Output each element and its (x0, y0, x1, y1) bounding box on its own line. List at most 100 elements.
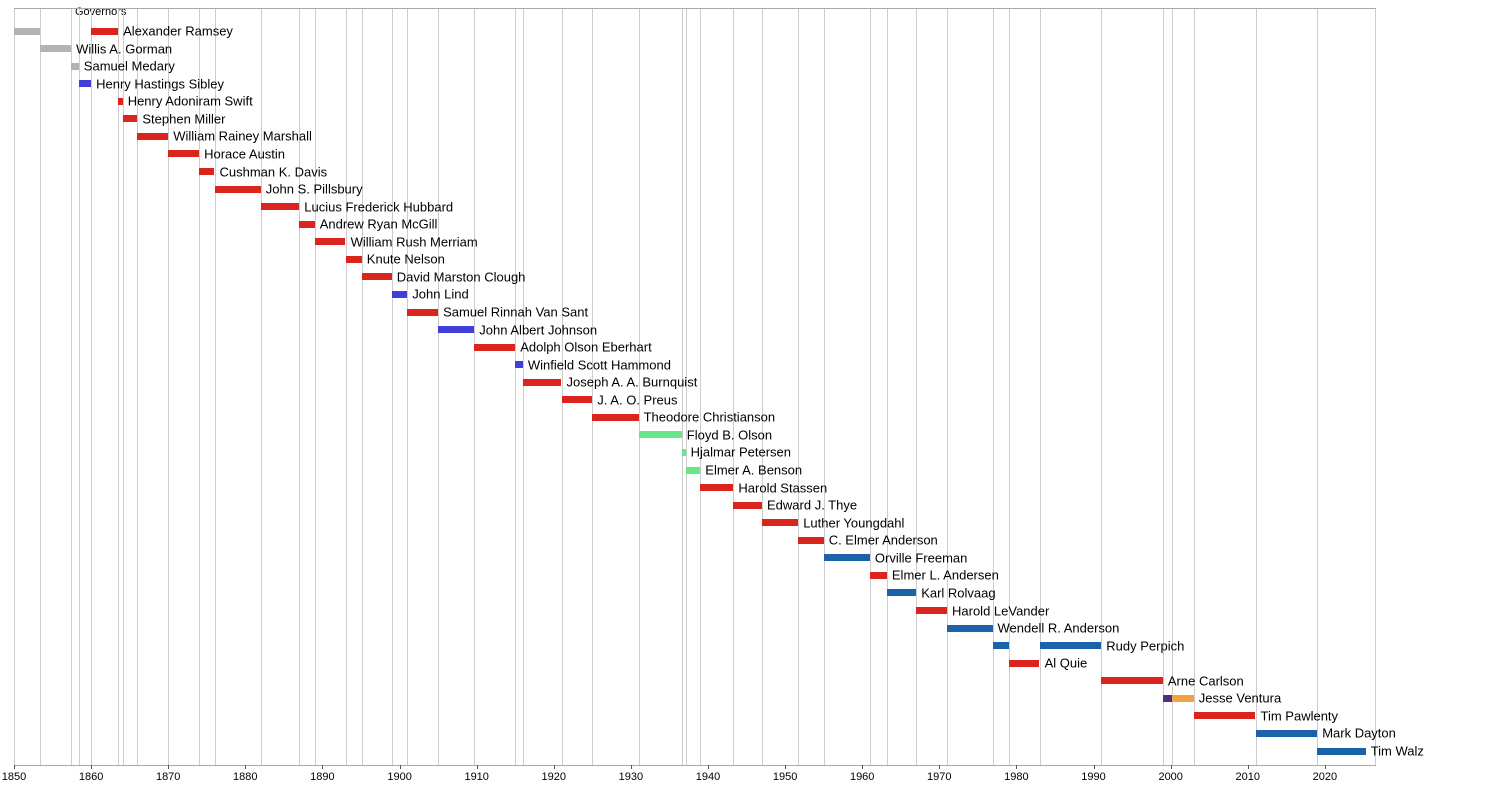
governor-label: Hjalmar Petersen (690, 444, 792, 460)
timeline-bar-farmer_labor (638, 431, 682, 439)
gridline (1172, 8, 1174, 765)
timeline-bar-republican (869, 571, 887, 579)
governor-label: John S. Pillsbury (265, 181, 363, 197)
timeline-bar-republican (214, 185, 261, 193)
chart-bottom-border (14, 765, 1376, 766)
gridline (122, 8, 124, 765)
gridline (214, 8, 216, 765)
governor-label: Elmer L. Andersen (891, 567, 999, 583)
timeline-bar-dfl (886, 589, 917, 597)
gridline (947, 8, 948, 765)
gridline (733, 8, 735, 765)
axis-tick-label: 1860 (78, 771, 104, 783)
timeline-bar-republican (700, 484, 734, 492)
governor-label: Al Quie (1044, 655, 1088, 671)
axis-tick (322, 765, 324, 769)
timeline-bar-democratic (438, 326, 475, 333)
governor-label: Arne Carlson (1167, 673, 1244, 689)
governor-label: Karl Rolvaag (921, 585, 996, 601)
gridline (992, 8, 994, 765)
timeline-bar-farmer_labor (685, 466, 701, 474)
timeline-bar-republican (798, 536, 824, 544)
gridline (314, 8, 316, 765)
gridline (762, 8, 763, 765)
timeline-bar-dfl (947, 624, 993, 632)
governor-label: John Albert Johnson (479, 322, 598, 337)
governor-label: Elmer A. Benson (705, 462, 803, 478)
timeline-bar-dfl (1039, 642, 1102, 650)
axis-tick-label: 1900 (387, 771, 412, 783)
gridline (199, 8, 201, 765)
gridline (118, 8, 120, 765)
axis-tick-label: 1890 (310, 771, 335, 783)
gridline (1193, 8, 1195, 765)
governor-label: Tim Pawlenty (1260, 708, 1339, 724)
governor-label: Tim Walz (1370, 743, 1424, 759)
chart-title: Governors (75, 6, 127, 18)
timeline-bar-republican (345, 255, 362, 263)
axis-tick (708, 765, 709, 769)
timeline-bar-republican (1008, 659, 1040, 667)
timeline-bar-republican (733, 501, 762, 509)
gridline (14, 8, 15, 765)
governor-label: Henry Adoniram Swift (127, 93, 253, 109)
gridline (700, 8, 702, 765)
governor-label: Edward J. Thye (767, 497, 858, 513)
gridline (1008, 8, 1010, 765)
timeline-bar-territorial (71, 62, 79, 70)
governor-label: Stephen Miller (142, 111, 226, 127)
governor-label: Cushman K. Davis (219, 164, 328, 179)
gridline (1039, 8, 1041, 765)
gridline (1101, 8, 1103, 765)
axis-tick (862, 765, 864, 769)
gridline (91, 8, 93, 765)
gridline (798, 8, 800, 765)
timeline-bar-democratic (391, 290, 408, 298)
timeline-bar-democratic (515, 361, 523, 369)
timeline-bar-dfl (1255, 729, 1318, 737)
axis-tick (939, 765, 941, 769)
axis-tick-label: 2020 (1312, 771, 1338, 783)
axis-tick-label: 1880 (233, 771, 258, 783)
timeline-bar-republican (118, 97, 123, 105)
gridline (1375, 8, 1376, 765)
governor-label: Harold LeVander (952, 603, 1050, 618)
gridline (407, 8, 409, 765)
axis-tick (14, 765, 15, 769)
gridline (168, 8, 170, 765)
gridline (592, 8, 594, 765)
timeline-bar-dfl (1317, 747, 1366, 755)
gridline (823, 8, 825, 765)
timeline-bar-dfl (992, 642, 1009, 650)
governor-label: Wendell R. Anderson (997, 620, 1120, 636)
gridline (40, 8, 42, 765)
timeline-bar-republican (1193, 712, 1256, 720)
axis-tick-label: 1990 (1081, 771, 1106, 783)
timeline-bar-republican (474, 343, 516, 351)
timeline-bar-republican (260, 203, 300, 211)
gridline (916, 8, 918, 765)
timeline-bar-republican (522, 378, 562, 386)
axis-tick (91, 765, 93, 769)
gridline (438, 8, 440, 765)
axis-tick (785, 765, 787, 769)
axis-tick-label: 1870 (155, 771, 181, 783)
governor-label: Floyd B. Olson (686, 427, 773, 443)
timeline-bar-republican (561, 396, 593, 404)
timeline-bar-territorial (40, 45, 71, 53)
governor-label: Adolph Olson Eberhart (520, 339, 652, 355)
axis-tick (399, 765, 401, 769)
timeline-bar-republican (361, 273, 392, 281)
governor-label: Luther Youngdahl (803, 515, 905, 531)
governor-label: Orville Freeman (874, 550, 968, 566)
gridline (561, 8, 563, 765)
axis-tick (245, 765, 247, 769)
governor-label: Henry Hastings Sibley (96, 76, 224, 92)
timeline-bar-republican (137, 132, 169, 140)
chart-top-border (14, 8, 1376, 9)
axis-tick-label: 1850 (1, 771, 27, 783)
timeline-bar-republican (199, 168, 215, 175)
timeline-bar-independence (1172, 694, 1194, 702)
governor-label: Alexander Ramsey (123, 23, 233, 39)
